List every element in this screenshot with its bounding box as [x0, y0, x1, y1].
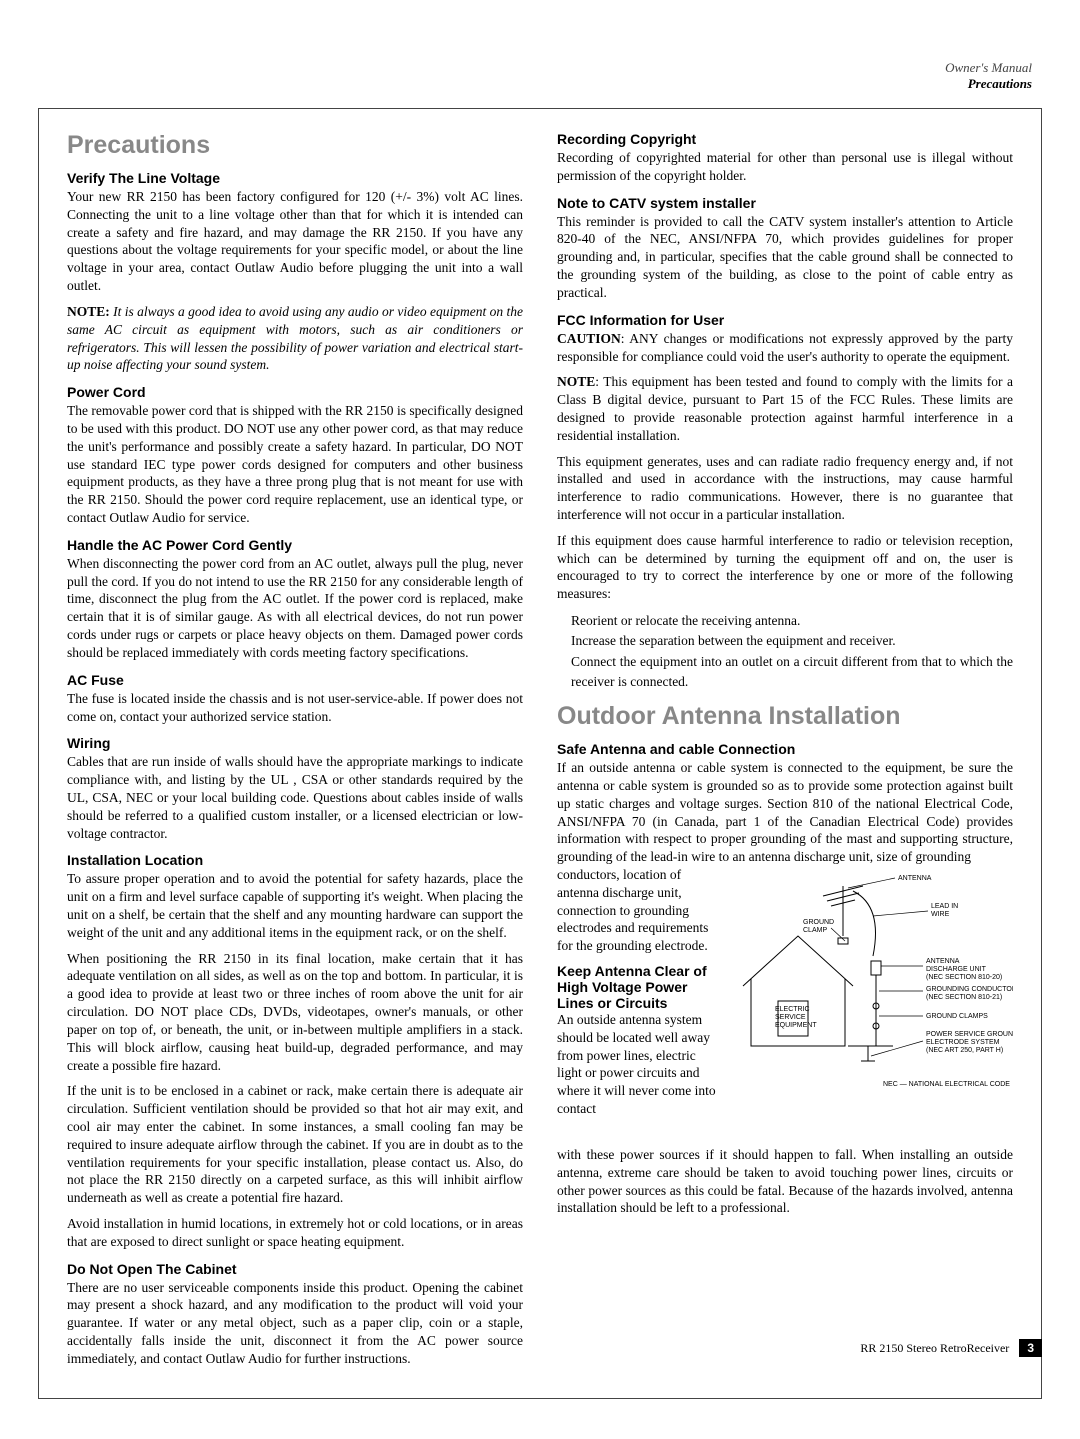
- body-keep-antenna-2: with these power sources if it should ha…: [557, 1146, 1013, 1217]
- sub-recording: Recording Copyright: [557, 131, 1013, 147]
- header-right: Owner's Manual Precautions: [38, 60, 1042, 92]
- column-left: Precautions Verify The Line Voltage Your…: [67, 131, 523, 1376]
- body-no-open: There are no user serviceable components…: [67, 1279, 523, 1368]
- sub-keep-antenna: Keep Antenna Clear of High Voltage Power…: [557, 963, 727, 1011]
- body-install-loc-2: When positioning the RR 2150 in its fina…: [67, 950, 523, 1075]
- caution-label: CAUTION: [557, 331, 621, 346]
- body-ac-fuse: The fuse is located inside the chassis a…: [67, 690, 523, 726]
- sub-no-open: Do Not Open The Cabinet: [67, 1261, 523, 1277]
- note-body-1: It is always a good idea to avoid using …: [67, 304, 523, 372]
- section-title-precautions: Precautions: [67, 131, 523, 160]
- dl-pse3: (NEC ART 250, PART H): [926, 1047, 1003, 1054]
- content-box: Precautions Verify The Line Voltage Your…: [38, 108, 1042, 1399]
- header-line1: Owner's Manual: [945, 60, 1032, 75]
- dl-cond2: (NEC SECTION 810-21): [926, 994, 1002, 1001]
- sub-verify-voltage: Verify The Line Voltage: [67, 170, 523, 186]
- body-fcc-2: This equipment generates, uses and can r…: [557, 453, 1013, 524]
- dl-disch1: ANTENNA: [926, 958, 960, 965]
- dl-cond1: GROUNDING CONDUCTORS: [926, 986, 1013, 993]
- fcc-note-label: NOTE: [557, 374, 595, 389]
- footer-page: 3: [1019, 1339, 1042, 1357]
- fcc-list: Reorient or relocate the receiving anten…: [557, 611, 1013, 692]
- body-install-loc-4: Avoid installation in humid locations, i…: [67, 1215, 523, 1251]
- dl-leadin: LEAD IN: [931, 903, 958, 910]
- dl-gclamp2: CLAMP: [803, 927, 827, 934]
- body-install-loc-3: If the unit is to be enclosed in a cabin…: [67, 1082, 523, 1207]
- sub-catv: Note to CATV system installer: [557, 195, 1013, 211]
- dl-ese2: SERVICE: [775, 1014, 806, 1021]
- body-catv: This reminder is provided to call the CA…: [557, 213, 1013, 302]
- sub-fcc: FCC Information for User: [557, 312, 1013, 328]
- dl-disch2: DISCHARGE UNIT: [926, 966, 987, 973]
- sub-safe-antenna: Safe Antenna and cable Connection: [557, 741, 1013, 757]
- dl-leadin2: WIRE: [931, 911, 950, 918]
- body-fcc-caution: CAUTION: ANY changes or modifications no…: [557, 330, 1013, 366]
- footer: RR 2150 Stereo RetroReceiver 3: [860, 1339, 1042, 1357]
- sub-power-cord: Power Cord: [67, 384, 523, 400]
- dl-disch3: (NEC SECTION 810-20): [926, 974, 1002, 981]
- fcc-list-3: Connect the equipment into an outlet on …: [571, 652, 1013, 693]
- body-install-loc-1: To assure proper operation and to avoid …: [67, 870, 523, 941]
- dl-ese1: ELECTRIC: [775, 1006, 810, 1013]
- body-handle-cord: When disconnecting the power cord from a…: [67, 555, 523, 662]
- body-fcc-3: If this equipment does cause harmful int…: [557, 532, 1013, 603]
- note-label-1: NOTE:: [67, 304, 110, 319]
- fcc-list-2: Increase the separation between the equi…: [571, 631, 1013, 651]
- dl-antenna: ANTENNA: [898, 875, 932, 882]
- dl-gclamp: GROUND: [803, 919, 834, 926]
- antenna-diagram: ANTENNA LEAD IN WIRE GROUND CLAMP ANTENN…: [723, 866, 1013, 1106]
- column-right: Recording Copyright Recording of copyrig…: [557, 131, 1013, 1376]
- dl-pse2: ELECTRODE SYSTEM: [926, 1039, 1000, 1046]
- sub-handle-cord: Handle the AC Power Cord Gently: [67, 537, 523, 553]
- dl-nec: NEC — NATIONAL ELECTRICAL CODE: [883, 1081, 1010, 1088]
- footer-model: RR 2150 Stereo RetroReceiver: [860, 1341, 1009, 1356]
- sub-wiring: Wiring: [67, 735, 523, 751]
- antenna-wrap: ANTENNA LEAD IN WIRE GROUND CLAMP ANTENN…: [557, 866, 1013, 1146]
- sub-ac-fuse: AC Fuse: [67, 672, 523, 688]
- body-recording: Recording of copyrighted material for ot…: [557, 149, 1013, 185]
- body-fcc-note: NOTE: This equipment has been tested and…: [557, 373, 1013, 444]
- dl-pse1: POWER SERVICE GROUNDING: [926, 1031, 1013, 1038]
- dl-gclamps: GROUND CLAMPS: [926, 1013, 988, 1020]
- section-title-outdoor: Outdoor Antenna Installation: [557, 702, 1013, 731]
- fcc-list-1: Reorient or relocate the receiving anten…: [571, 611, 1013, 631]
- body-power-cord: The removable power cord that is shipped…: [67, 402, 523, 527]
- caution-body: : ANY changes or modifications not expre…: [557, 331, 1013, 364]
- body-wiring: Cables that are run inside of walls shou…: [67, 753, 523, 842]
- note-block-1: NOTE: It is always a good idea to avoid …: [67, 303, 523, 374]
- sub-install-loc: Installation Location: [67, 852, 523, 868]
- header-line2: Precautions: [968, 76, 1032, 91]
- fcc-note-body: : This equipment has been tested and fou…: [557, 374, 1013, 442]
- body-verify-voltage: Your new RR 2150 has been factory config…: [67, 188, 523, 295]
- dl-ese3: EQUIPMENT: [775, 1022, 817, 1029]
- body-safe-antenna-a: If an outside antenna or cable system is…: [557, 759, 1013, 866]
